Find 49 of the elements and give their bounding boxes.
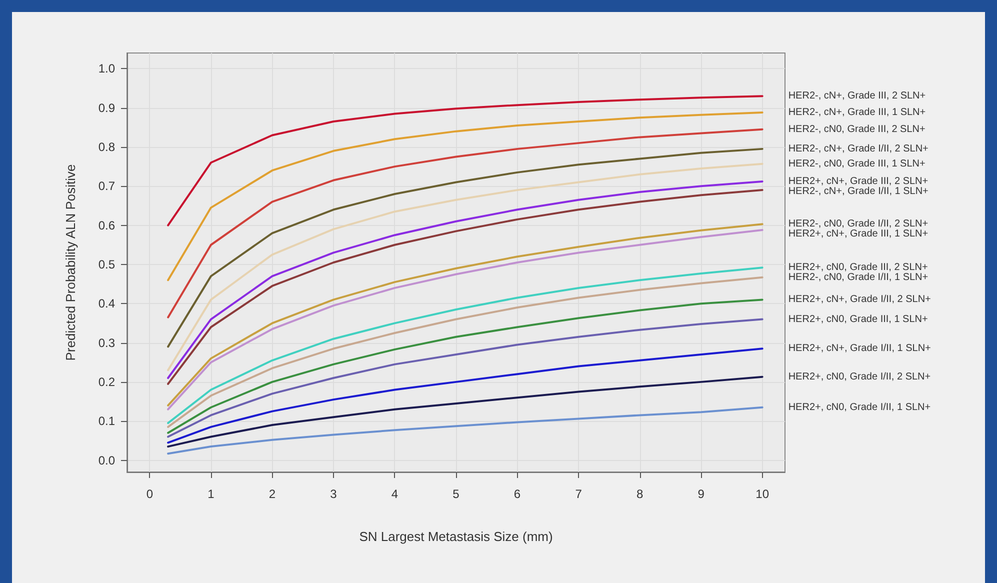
y-tick-label: 0.1 (98, 414, 116, 428)
text: HER2+, cN0, Grade I/II, 2 SLN+ (788, 371, 931, 382)
x-tick-label: 8 (636, 487, 644, 501)
text: HER2-, cN0, Grade I/II, 1 SLN+ (788, 272, 928, 284)
line-series (167, 348, 764, 444)
text: HER2+, cN0, Grade III, 1 SLN+ (788, 314, 928, 325)
y-tick-label: 1.0 (98, 62, 116, 76)
x-tick-label: 1 (208, 487, 215, 501)
x-tick-label: 6 (514, 487, 521, 501)
x-tick-label: 7 (575, 487, 582, 501)
line-series (167, 148, 764, 348)
line-series (167, 318, 764, 438)
text: HER2+, cN+, Grade III, 1 SLN+ (788, 228, 928, 240)
text: HER2+, cN+, Grade I/II, 1 SLN+ (788, 343, 932, 354)
y-tick-label: 0.0 (98, 453, 116, 468)
y-axis-title: Predicted Probability ALN Positive (63, 164, 78, 361)
line-series (167, 128, 764, 318)
y-tick-label: 0.2 (98, 374, 116, 389)
text: HER2-, cN+, Grade I/II, 1 SLN+ (788, 186, 929, 197)
y-tick-label: 0.4 (98, 296, 116, 311)
line-series (167, 95, 764, 226)
line-series (167, 298, 764, 434)
text: HER2-, cN+, Grade III, 2 SLN+ (788, 90, 926, 102)
x-tick-label: 5 (452, 487, 460, 501)
y-tick-label: 0.9 (98, 100, 116, 115)
x-tick-label: 3 (330, 487, 338, 501)
text: HER2+, cN0, Grade III, 2 SLN+ (788, 262, 928, 274)
x-tick-label: 2 (268, 487, 276, 501)
x-tick-label: 4 (391, 487, 398, 501)
line-series (167, 112, 764, 282)
text: HER2-, cN+, Grade III, 1 SLN+ (788, 107, 926, 118)
text: HER2+, cN+, Grade III, 2 SLN+ (788, 176, 928, 187)
text: HER2-, cN0, Grade III, 2 SLN+ (788, 124, 926, 135)
y-tick-label: 0.6 (98, 218, 116, 232)
text: HER2-, cN0, Grade I/II, 2 SLN+ (788, 218, 928, 230)
text: HER2+, cN0, Grade I/II, 1 SLN+ (788, 402, 931, 413)
y-tick-label: 0.3 (98, 336, 116, 350)
y-tick-label: 0.8 (98, 140, 116, 154)
line-series (167, 406, 764, 455)
x-axis-title: SN Largest Metastasis Size (mm) (359, 529, 553, 544)
y-tick-label: 0.7 (98, 179, 116, 194)
text: HER2+, cN+, Grade I/II, 2 SLN+ (788, 294, 932, 306)
text: HER2-, cN0, Grade III, 1 SLN+ (788, 158, 926, 170)
y-tick-label: 0.5 (98, 257, 116, 272)
x-tick-label: 0 (146, 487, 154, 501)
text: HER2-, cN+, Grade I/II, 2 SLN+ (788, 143, 929, 154)
x-tick-label: 10 (756, 487, 770, 501)
line-series (167, 376, 764, 448)
x-tick-label: 9 (698, 487, 705, 501)
